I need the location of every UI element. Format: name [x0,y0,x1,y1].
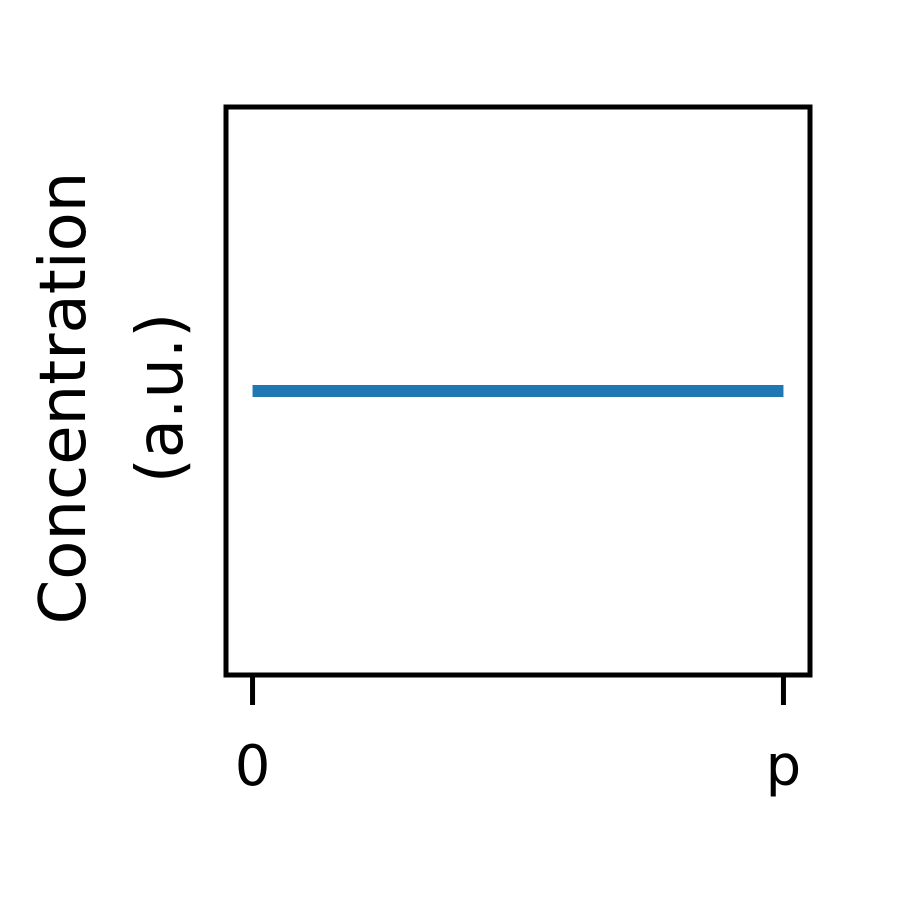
x-tick-label-1: p [766,734,802,799]
y-axis-label-line-2: (a.u.) [124,313,198,483]
y-axis-label: Concentration (a.u.) [27,172,198,625]
x-tick-label-0: 0 [235,734,271,799]
axes-frame [223,104,813,678]
y-axis-label-line-1: Concentration [27,172,101,625]
